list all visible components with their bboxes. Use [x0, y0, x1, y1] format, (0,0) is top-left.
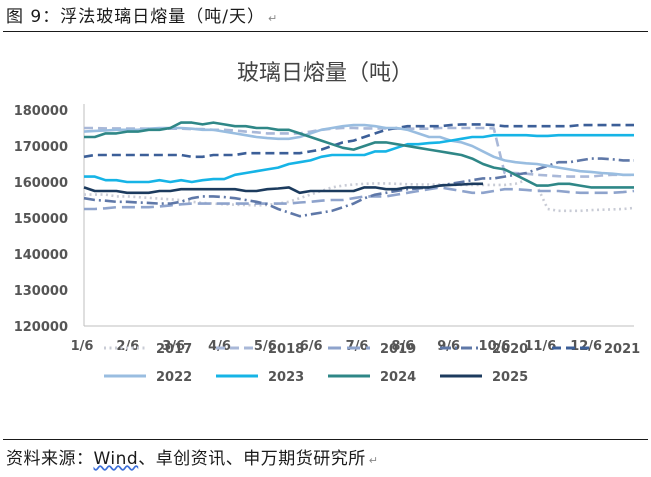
- chart-title: 玻璃日熔量（吨）: [237, 61, 413, 86]
- legend-label-2018: 2018: [268, 342, 304, 357]
- legend-label-2023: 2023: [268, 370, 304, 385]
- figure-caption-text: 图 9：浮法玻璃日熔量（吨/天）: [6, 7, 265, 27]
- series-line-2021: [83, 123, 634, 159]
- figure-caption: 图 9：浮法玻璃日熔量（吨/天） ↵: [6, 5, 646, 29]
- series-line-2020: [83, 157, 634, 218]
- legend-label-2020: 2020: [492, 342, 528, 357]
- caption-divider: [3, 31, 648, 32]
- x-tick-label: 1/6: [71, 339, 94, 354]
- source-divider: [3, 439, 648, 440]
- y-tick-label: 130000: [14, 284, 68, 299]
- y-tick-label: 160000: [14, 176, 68, 191]
- series-line-2023: [84, 133, 634, 184]
- y-tick-label: 180000: [14, 104, 68, 119]
- x-tick-label: 6/6: [300, 339, 323, 354]
- x-tick-label: 11/6: [524, 339, 556, 354]
- x-tick-label: 3/6: [162, 339, 185, 354]
- legend-label-2017: 2017: [156, 342, 192, 357]
- source-wind: Wind: [93, 449, 139, 469]
- series-line-2019: [84, 186, 635, 211]
- paragraph-mark-icon: ↵: [368, 454, 379, 467]
- legend-label-2022: 2022: [156, 370, 192, 385]
- series-line-2025: [83, 182, 483, 195]
- x-tick-label: 5/6: [254, 339, 277, 354]
- legend-label-2019: 2019: [380, 342, 416, 357]
- x-tick-label: 8/6: [391, 339, 414, 354]
- y-tick-label: 170000: [14, 140, 68, 155]
- series-line-2024: [84, 121, 634, 189]
- y-tick-label: 150000: [14, 212, 68, 227]
- y-tick-label: 120000: [14, 320, 68, 335]
- series-line-2022: [83, 123, 634, 177]
- source-rest: 、卓创资讯、申万期货研究所: [138, 449, 366, 469]
- paragraph-mark-icon: ↵: [267, 12, 279, 25]
- y-tick-label: 140000: [14, 248, 68, 263]
- legend-label-2025: 2025: [492, 370, 528, 385]
- line-chart: 玻璃日熔量（吨） 120000 130000 140000 150000 160000 17…: [14, 61, 640, 385]
- source-note: 资料来源：Wind、卓创资讯、申万期货研究所 ↵: [6, 446, 646, 472]
- x-tick-label: 10/6: [479, 339, 511, 354]
- source-prefix: 资料来源：: [6, 449, 94, 469]
- legend-label-2021: 2021: [604, 342, 640, 357]
- legend-label-2024: 2024: [380, 370, 416, 385]
